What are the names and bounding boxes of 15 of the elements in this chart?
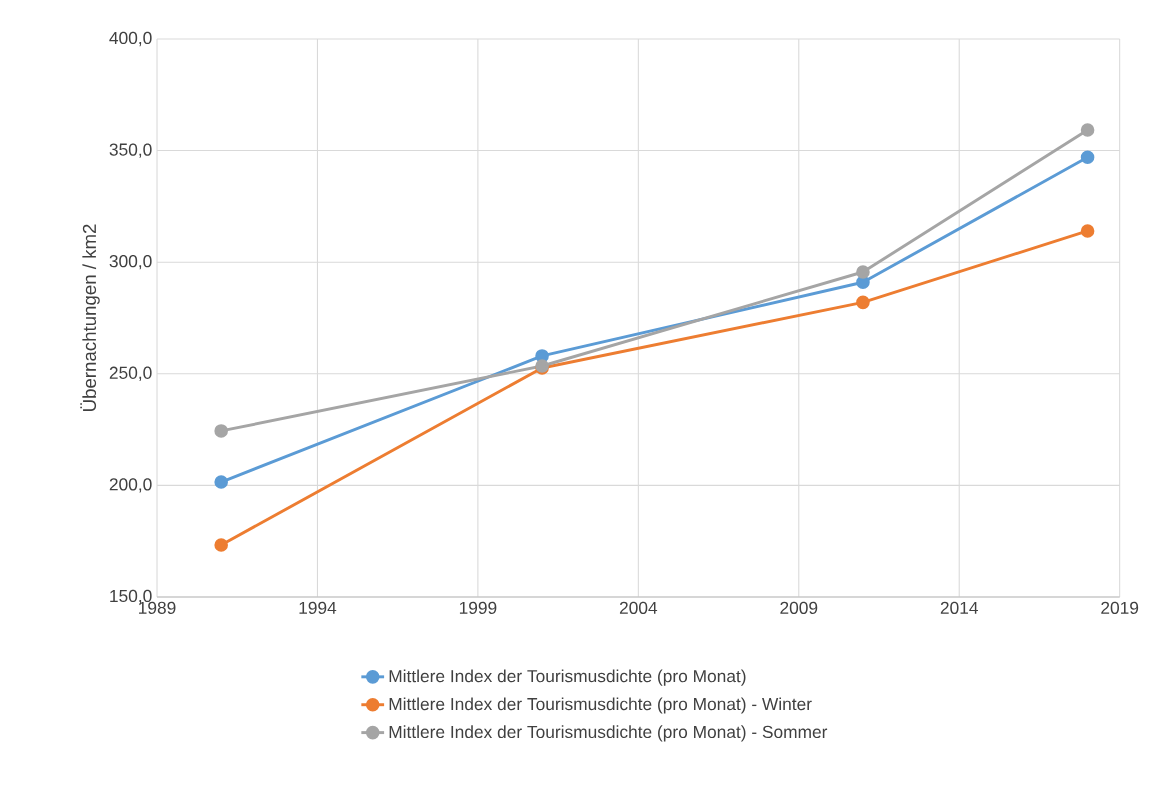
legend-label: Mittlere Index der Tourismusdichte (pro Monat) - Winter	[389, 697, 812, 714]
x-tick-label: 2009	[780, 601, 818, 614]
legend-label: Mittlere Index der Tourismusdichte (pro Monat) - Sommer	[389, 725, 828, 742]
y-tick-label: 350,0	[109, 143, 152, 158]
x-tick-label: 1999	[459, 601, 497, 614]
x-tick-label: 2004	[619, 601, 658, 614]
x-tick-label: 1994	[299, 601, 337, 614]
y-tick-label: 250,0	[109, 366, 152, 381]
x-tick-label: 2019	[1101, 601, 1139, 614]
x-tick-label: 2014	[940, 601, 978, 614]
y-tick-label: 400,0	[109, 31, 152, 47]
legend-label: Mittlere Index der Tourismusdichte (pro Monat)	[389, 669, 746, 686]
y-axis-title: Übernachtungen / km2	[80, 224, 100, 411]
y-tick-label: 200,0	[109, 478, 152, 493]
y-tick-label: 300,0	[109, 255, 152, 270]
